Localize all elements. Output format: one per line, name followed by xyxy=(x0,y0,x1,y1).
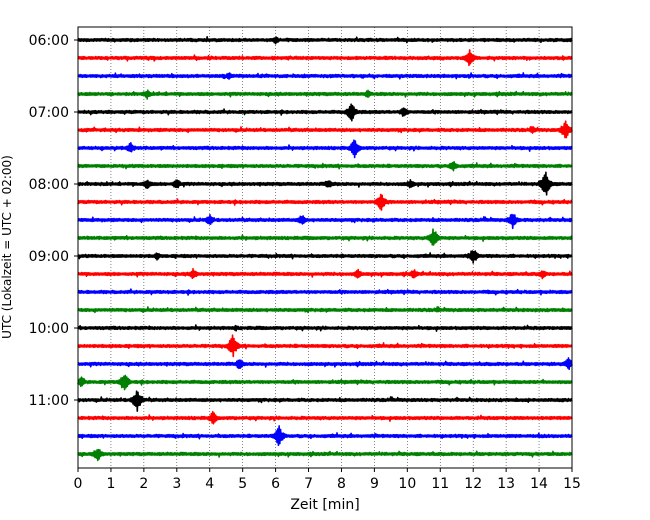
y-axis-label: UTC (Lokalzeit = UTC + 02:00) xyxy=(0,155,14,339)
trace-line-07:30 xyxy=(77,139,573,159)
trace-line-06:30 xyxy=(77,72,573,80)
x-tick-label: 7 xyxy=(304,476,313,492)
x-tick-label: 9 xyxy=(370,476,379,492)
x-tick-label: 2 xyxy=(139,476,148,492)
x-axis-label: Zeit [min] xyxy=(290,497,359,513)
x-tick-label: 1 xyxy=(106,476,115,492)
x-tick-label: 13 xyxy=(497,476,515,492)
trace-line-07:00 xyxy=(77,103,573,122)
y-tick-label: 10:00 xyxy=(29,321,69,337)
trace-line-10:15 xyxy=(77,334,573,358)
x-tick-label: 4 xyxy=(205,476,214,492)
x-axis-ticks: 0 1 2 3 4 5 6 7 8 9 10 11 12 13 14 15 xyxy=(74,468,581,492)
y-tick-label: 11:00 xyxy=(29,393,69,409)
trace-line-07:45 xyxy=(77,161,573,172)
seismic-traces xyxy=(77,35,573,462)
trace-line-09:45 xyxy=(77,306,573,314)
x-tick-label: 14 xyxy=(530,476,548,492)
trace-line-10:00 xyxy=(77,324,573,332)
x-tick-label: 11 xyxy=(431,476,449,492)
x-tick-label: 8 xyxy=(337,476,346,492)
trace-line-07:15 xyxy=(77,120,573,139)
trace-line-06:45 xyxy=(77,89,573,100)
trace-line-09:30 xyxy=(77,288,573,296)
trace-line-09:00 xyxy=(77,250,573,264)
trace-line-06:15 xyxy=(77,49,573,67)
trace-line-08:15 xyxy=(77,193,573,211)
plot-frame xyxy=(77,26,573,469)
y-tick-label: 06:00 xyxy=(29,33,69,49)
trace-line-11:30 xyxy=(77,425,573,446)
y-tick-label: 07:00 xyxy=(29,105,69,121)
trace-line-11:45 xyxy=(77,448,573,462)
trace-line-09:15 xyxy=(77,268,573,280)
trace-line-08:45 xyxy=(77,228,573,246)
trace-line-08:00 xyxy=(77,171,573,196)
trace-line-10:45 xyxy=(77,374,573,391)
trace-line-11:15 xyxy=(77,410,573,425)
x-tick-label: 10 xyxy=(398,476,416,492)
trace-line-06:00 xyxy=(77,35,573,45)
y-tick-label: 09:00 xyxy=(29,249,69,265)
y-tick-label: 08:00 xyxy=(29,177,69,193)
x-tick-label: 3 xyxy=(172,476,181,492)
trace-line-08:30 xyxy=(77,213,573,230)
x-tick-label: 5 xyxy=(238,476,247,492)
x-tick-label: 12 xyxy=(464,476,482,492)
x-tick-label: 15 xyxy=(563,476,581,492)
x-tick-label: 6 xyxy=(271,476,280,492)
trace-line-10:30 xyxy=(77,357,573,371)
x-tick-label: 0 xyxy=(74,476,83,492)
y-axis-ticks: 06:00 07:00 08:00 09:00 10:00 11:00 xyxy=(29,33,78,409)
trace-line-11:00 xyxy=(77,390,573,412)
